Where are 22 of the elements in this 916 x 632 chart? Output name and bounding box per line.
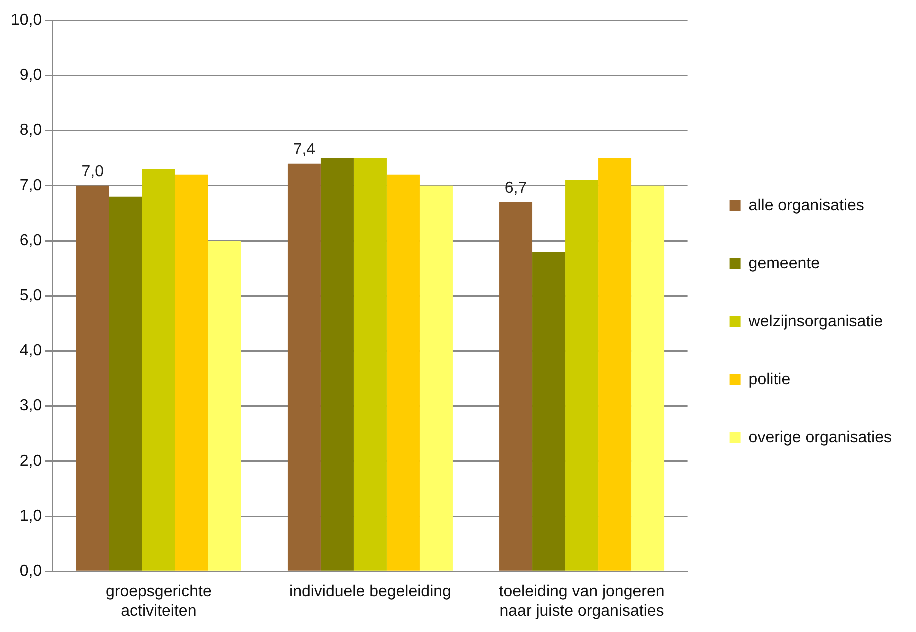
y-tick-label: 1,0	[20, 508, 42, 525]
legend-label: politie	[748, 371, 791, 388]
x-tick-label: toeleiding van jongeren naar juiste organisaties	[499, 584, 665, 620]
y-tick-label: 2,0	[20, 452, 42, 470]
y-tick-label: 0,0	[20, 563, 42, 580]
legend-label: welzijnsorganisatie	[748, 313, 884, 330]
y-tick-label: 7,0	[20, 177, 42, 194]
x-tick-label: individuele begeleiding	[290, 584, 452, 601]
y-tick-label: 10,0	[11, 12, 42, 30]
data-label: 6,7	[504, 180, 528, 197]
y-tick-label: 8,0	[20, 122, 42, 140]
legend-label: gemeente	[748, 255, 820, 272]
legend-label: overige organisaties	[748, 429, 892, 446]
y-tick-label: 6,0	[20, 232, 42, 250]
y-tick-label: 3,0	[20, 398, 42, 415]
legend-label: alle organisaties	[748, 197, 864, 214]
y-tick-label: 4,0	[20, 342, 42, 360]
x-tick-label: groepsgerichte activiteiten	[106, 584, 212, 620]
data-label: 7,4	[293, 141, 316, 158]
data-label: 7,0	[82, 163, 104, 180]
y-tick-label: 9,0	[20, 67, 42, 84]
y-tick-label: 5,0	[20, 288, 42, 305]
